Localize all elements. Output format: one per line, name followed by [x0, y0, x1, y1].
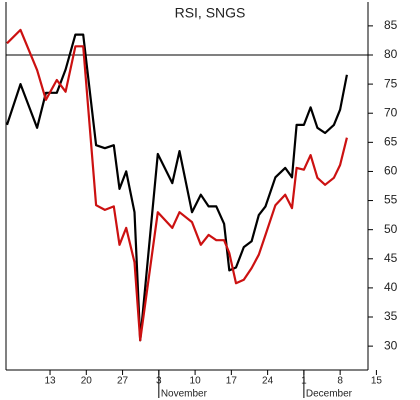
y-tick-label: 85	[384, 18, 398, 32]
x-tick-label: 15	[371, 376, 383, 387]
y-tick-label: 30	[384, 338, 398, 352]
y-tick-label: 50	[384, 222, 398, 236]
series-line	[5, 33, 348, 342]
chart-title: RSI, SNGS	[175, 5, 246, 21]
x-tick-label: 17	[226, 376, 238, 387]
x-tick-label: 20	[81, 376, 93, 387]
y-tick-label: 75	[384, 76, 398, 90]
y-tick-label: 55	[384, 193, 398, 207]
y-tick-label: 80	[384, 47, 398, 61]
y-tick-label: 65	[384, 135, 398, 149]
y-tick-label: 40	[384, 280, 398, 294]
month-label: December	[306, 389, 353, 400]
x-tick-label: 27	[117, 376, 129, 387]
y-tick-label: 45	[384, 251, 398, 265]
x-tick-label: 10	[190, 376, 202, 387]
y-tick-label: 35	[384, 309, 398, 323]
series-line	[6, 28, 348, 342]
x-tick-label: 13	[44, 376, 56, 387]
month-label: November	[161, 389, 208, 400]
x-tick-label: 24	[262, 376, 274, 387]
x-tick-label: 8	[337, 376, 343, 387]
y-tick-label: 60	[384, 164, 398, 178]
y-tick-label: 70	[384, 105, 398, 119]
